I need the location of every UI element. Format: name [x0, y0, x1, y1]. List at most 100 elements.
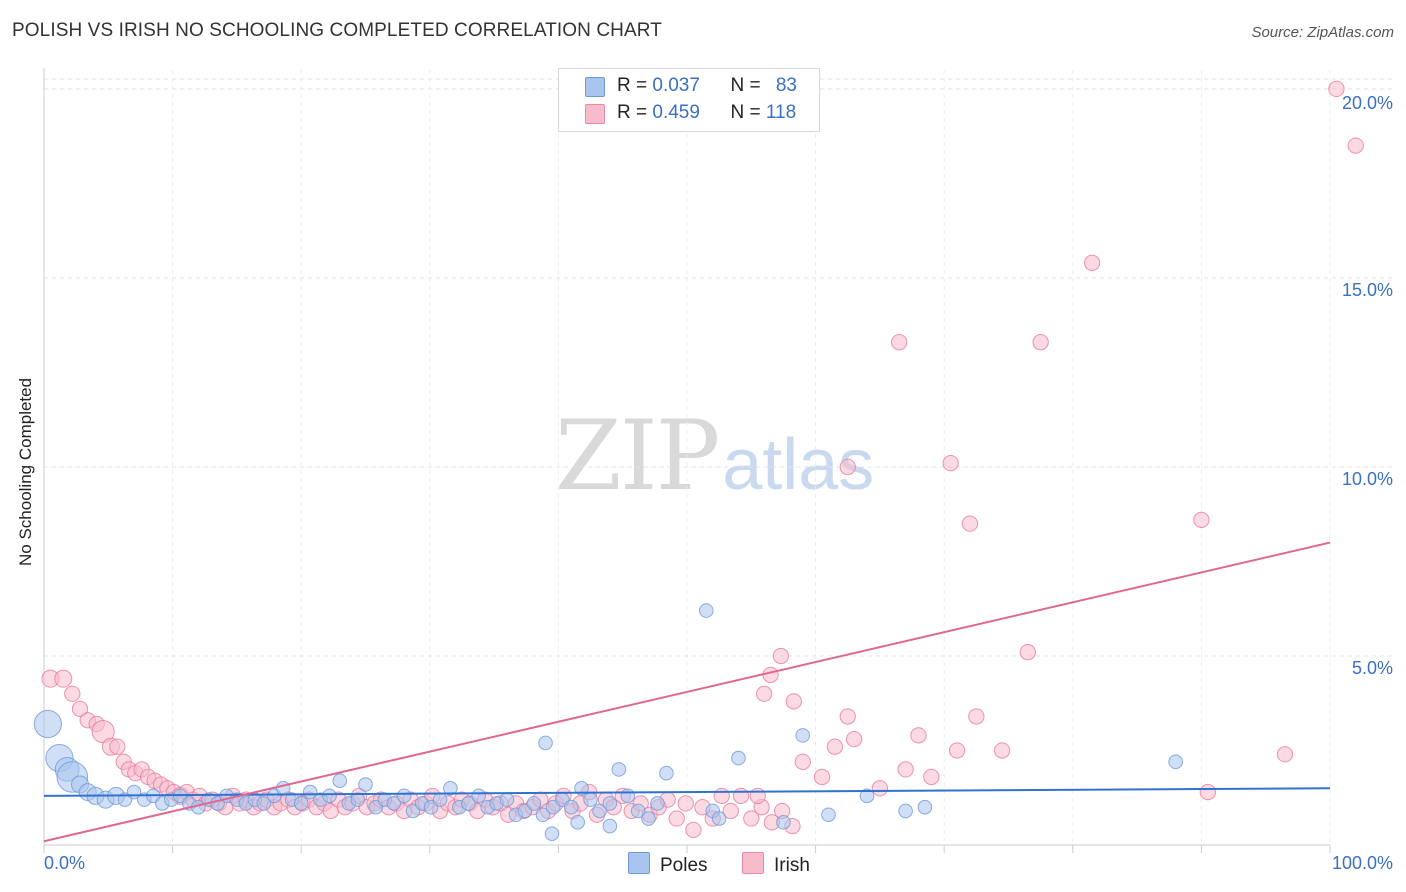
- point-irish: [839, 458, 856, 476]
- point-poles: [602, 796, 618, 811]
- bottom-legend-swatch-poles: [628, 852, 650, 874]
- point-poles: [659, 765, 674, 781]
- point-irish: [813, 768, 831, 786]
- y-tick-label: 20.0%: [1342, 93, 1393, 113]
- point-poles: [461, 796, 476, 811]
- point-irish: [1347, 137, 1364, 154]
- point-irish: [1276, 746, 1294, 763]
- point-poles: [275, 780, 291, 796]
- point-irish: [871, 780, 889, 797]
- point-irish: [743, 810, 760, 827]
- point-irish: [64, 685, 81, 702]
- point-irish: [948, 742, 966, 759]
- legend-swatch-irish: [585, 104, 605, 124]
- point-poles: [563, 799, 579, 815]
- point-poles: [731, 750, 746, 766]
- legend-r-label: R =: [617, 75, 653, 96]
- legend-text-poles: R = 0.037 N = 83: [617, 75, 797, 97]
- y-tick-label: 15.0%: [1342, 280, 1393, 300]
- point-poles: [386, 796, 402, 811]
- point-irish: [54, 669, 73, 688]
- point-poles: [293, 796, 309, 811]
- point-irish: [1199, 783, 1216, 801]
- point-irish: [897, 761, 914, 778]
- legend-r-value: 0.037: [652, 75, 700, 96]
- legend-r-label: R =: [617, 102, 653, 123]
- point-irish: [1083, 254, 1101, 271]
- point-irish: [1032, 334, 1049, 351]
- legend-r-value: 0.459: [652, 102, 700, 123]
- legend-n-label: N =: [730, 102, 766, 123]
- trend-line-irish: [43, 541, 1331, 843]
- point-poles: [592, 803, 607, 819]
- point-poles: [471, 788, 486, 804]
- point-irish: [891, 334, 908, 351]
- point-irish: [713, 787, 730, 805]
- point-poles: [821, 807, 836, 823]
- point-irish: [1328, 80, 1345, 98]
- legend-n-value: 83: [775, 75, 797, 96]
- bottom-legend-poles: Poles: [628, 852, 708, 877]
- point-irish: [1019, 644, 1036, 661]
- point-irish: [772, 647, 790, 665]
- x-tick-label-max: 100.0%: [1332, 853, 1393, 873]
- point-poles: [795, 728, 811, 743]
- legend-n-value: 118: [765, 102, 797, 123]
- point-irish: [785, 693, 802, 710]
- y-tick-label: 5.0%: [1352, 658, 1393, 678]
- point-poles: [898, 803, 913, 819]
- point-irish: [923, 768, 940, 786]
- point-poles: [641, 811, 656, 826]
- point-poles: [1168, 754, 1183, 770]
- point-irish: [677, 795, 694, 812]
- point-poles: [432, 792, 448, 807]
- point-poles: [538, 735, 553, 751]
- point-irish: [756, 685, 773, 702]
- trend-line-poles: [43, 787, 1331, 797]
- bottom-legend-label-poles: Poles: [660, 855, 708, 876]
- point-poles: [358, 777, 373, 792]
- point-irish: [722, 802, 739, 820]
- chart-title: POLISH VS IRISH NO SCHOOLING COMPLETED C…: [12, 20, 662, 41]
- y-axis-title: No Schooling Completed: [16, 377, 35, 566]
- point-poles: [630, 803, 646, 819]
- bottom-legend-irish: Irish: [742, 852, 810, 877]
- point-irish: [968, 708, 985, 725]
- point-poles: [698, 603, 714, 618]
- point-poles: [302, 784, 318, 800]
- point-poles: [544, 826, 560, 841]
- correlation-legend: R = 0.037 N = 83 R = 0.459 N = 118: [558, 68, 820, 132]
- point-poles: [535, 807, 551, 823]
- y-tick-label: 10.0%: [1342, 469, 1393, 489]
- point-irish: [826, 738, 844, 755]
- point-poles: [570, 815, 585, 830]
- point-irish: [749, 787, 766, 805]
- point-poles: [917, 799, 933, 815]
- point-poles: [711, 811, 727, 826]
- legend-swatch-poles: [585, 77, 605, 97]
- point-irish: [942, 455, 959, 472]
- point-poles: [396, 788, 412, 804]
- point-poles: [332, 773, 348, 789]
- point-irish: [1193, 511, 1210, 529]
- bottom-legend-swatch-irish: [742, 852, 764, 874]
- source-label: Source: ZipAtlas.com: [1251, 24, 1394, 41]
- point-irish: [846, 730, 863, 748]
- x-tick-label-min: 0.0%: [44, 853, 85, 873]
- point-poles: [583, 792, 598, 807]
- point-irish: [910, 727, 927, 744]
- point-irish: [685, 821, 702, 839]
- point-poles: [256, 796, 272, 811]
- legend-n-label: N =: [730, 75, 766, 96]
- point-poles: [650, 796, 665, 811]
- point-irish: [839, 708, 856, 725]
- bottom-legend-label-irish: Irish: [774, 855, 810, 876]
- point-poles: [776, 815, 791, 830]
- point-poles: [33, 709, 62, 739]
- point-irish: [71, 700, 89, 718]
- point-irish: [993, 742, 1011, 759]
- point-poles: [499, 792, 515, 807]
- watermark-zip: ZIP: [555, 400, 720, 512]
- point-poles: [611, 762, 627, 777]
